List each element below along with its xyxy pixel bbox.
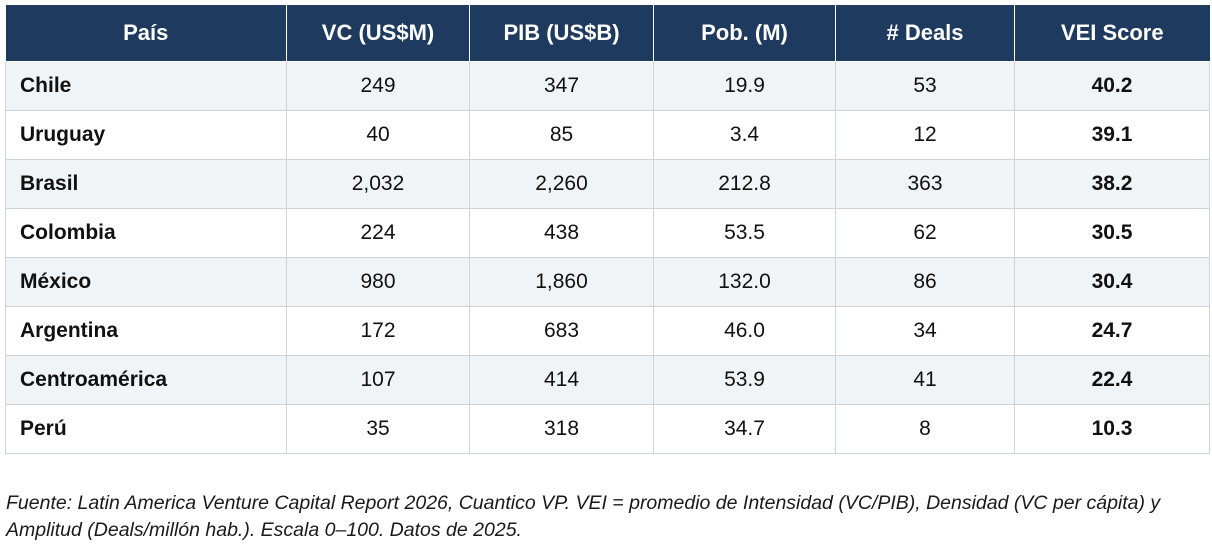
cell-pib: 1,860	[469, 257, 654, 307]
cell-pais: Colombia	[5, 208, 287, 258]
table-row: Argentina 172 683 46.0 34 24.7	[5, 306, 1210, 356]
column-header-pais: País	[5, 5, 287, 62]
cell-pais: Argentina	[5, 306, 287, 356]
cell-vei-score: 38.2	[1014, 159, 1210, 209]
cell-deals: 62	[835, 208, 1015, 258]
cell-deals: 363	[835, 159, 1015, 209]
source-footnote: Fuente: Latin America Venture Capital Re…	[6, 491, 1161, 541]
cell-vei-score: 40.2	[1014, 61, 1210, 111]
table-header-row: País VC (US$M) PIB (US$B) Pob. (M) # Dea…	[5, 5, 1210, 62]
cell-deals: 12	[835, 110, 1015, 160]
cell-vei-score: 22.4	[1014, 355, 1210, 405]
cell-pob: 46.0	[653, 306, 836, 356]
cell-deals: 8	[835, 404, 1015, 454]
cell-pais: Perú	[5, 404, 287, 454]
column-header-pib: PIB (US$B)	[469, 5, 654, 62]
table-row: Perú 35 318 34.7 8 10.3	[5, 404, 1210, 454]
cell-pob: 132.0	[653, 257, 836, 307]
cell-pib: 2,260	[469, 159, 654, 209]
cell-vei-score: 10.3	[1014, 404, 1210, 454]
table-row: Uruguay 40 85 3.4 12 39.1	[5, 110, 1210, 160]
vei-table: País VC (US$M) PIB (US$B) Pob. (M) # Dea…	[5, 5, 1210, 454]
cell-vei-score: 30.4	[1014, 257, 1210, 307]
cell-pais: México	[5, 257, 287, 307]
cell-pob: 3.4	[653, 110, 836, 160]
cell-pob: 53.5	[653, 208, 836, 258]
cell-pob: 19.9	[653, 61, 836, 111]
cell-pib: 683	[469, 306, 654, 356]
cell-vc: 2,032	[286, 159, 470, 209]
cell-vc: 35	[286, 404, 470, 454]
cell-deals: 34	[835, 306, 1015, 356]
cell-pib: 318	[469, 404, 654, 454]
column-header-vei-score: VEI Score	[1014, 5, 1210, 62]
cell-vc: 107	[286, 355, 470, 405]
cell-vei-score: 30.5	[1014, 208, 1210, 258]
cell-pais: Chile	[5, 61, 287, 111]
cell-pob: 212.8	[653, 159, 836, 209]
cell-pais: Brasil	[5, 159, 287, 209]
cell-pib: 438	[469, 208, 654, 258]
cell-deals: 53	[835, 61, 1015, 111]
cell-pob: 34.7	[653, 404, 836, 454]
cell-vc: 224	[286, 208, 470, 258]
cell-vei-score: 39.1	[1014, 110, 1210, 160]
table-row: Colombia 224 438 53.5 62 30.5	[5, 208, 1210, 258]
column-header-deals: # Deals	[835, 5, 1015, 62]
cell-vei-score: 24.7	[1014, 306, 1210, 356]
cell-pib: 347	[469, 61, 654, 111]
table-row: Brasil 2,032 2,260 212.8 363 38.2	[5, 159, 1210, 209]
cell-pob: 53.9	[653, 355, 836, 405]
cell-pais: Centroamérica	[5, 355, 287, 405]
cell-pais: Uruguay	[5, 110, 287, 160]
cell-vc: 40	[286, 110, 470, 160]
cell-deals: 86	[835, 257, 1015, 307]
vei-table-container: País VC (US$M) PIB (US$B) Pob. (M) # Dea…	[5, 5, 1210, 454]
table-row: Chile 249 347 19.9 53 40.2	[5, 61, 1210, 111]
cell-vc: 980	[286, 257, 470, 307]
cell-pib: 85	[469, 110, 654, 160]
cell-deals: 41	[835, 355, 1015, 405]
table-row: México 980 1,860 132.0 86 30.4	[5, 257, 1210, 307]
table-row: Centroamérica 107 414 53.9 41 22.4	[5, 355, 1210, 405]
column-header-poblacion: Pob. (M)	[653, 5, 836, 62]
cell-vc: 172	[286, 306, 470, 356]
cell-pib: 414	[469, 355, 654, 405]
column-header-vc: VC (US$M)	[286, 5, 470, 62]
cell-vc: 249	[286, 61, 470, 111]
